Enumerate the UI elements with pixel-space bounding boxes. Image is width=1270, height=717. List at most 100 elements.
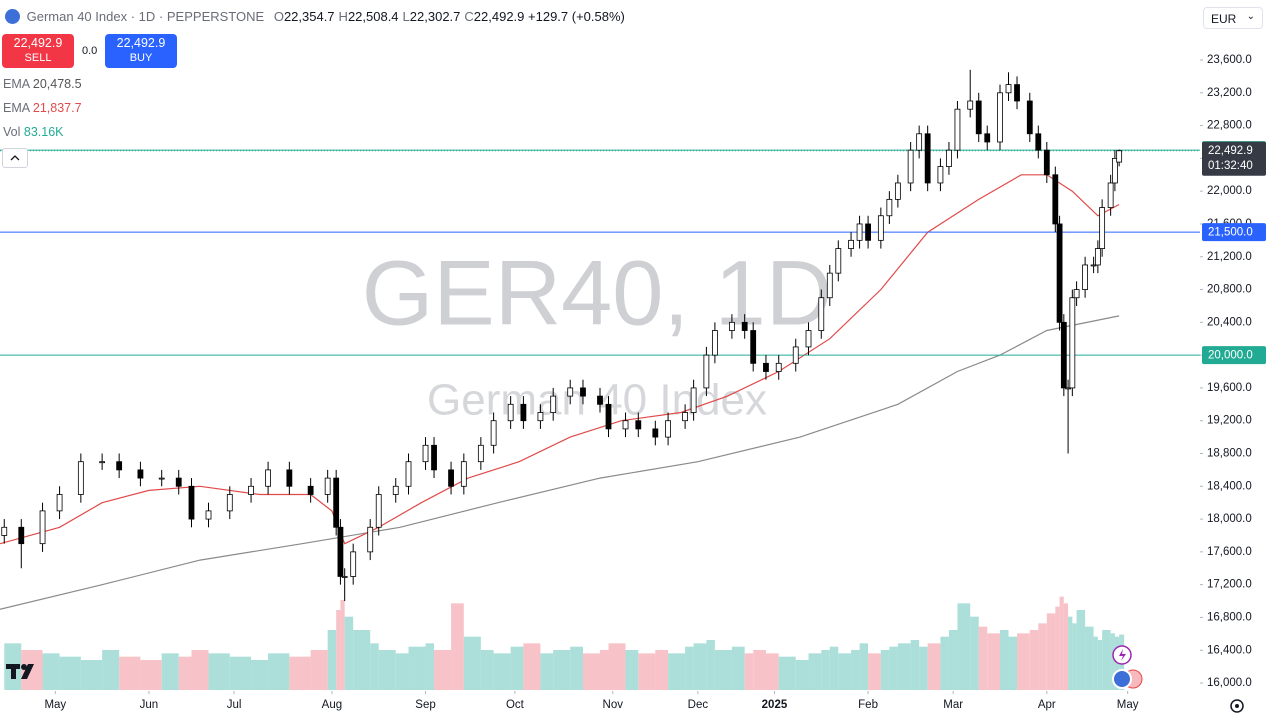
candle-body — [1090, 264, 1097, 267]
candle-body — [392, 485, 399, 495]
level-label-bg — [1202, 346, 1266, 365]
y-tick-label: 22,000.0 — [1207, 185, 1252, 197]
candle-body — [907, 149, 914, 184]
volume-bar — [1085, 626, 1094, 690]
ohlc-value: 22,302.7 — [409, 9, 461, 24]
x-tick-label: Nov — [603, 699, 624, 711]
buy-button[interactable]: 22,492.9 BUY — [105, 34, 177, 68]
candle-body — [226, 494, 233, 512]
candle-body — [792, 346, 799, 364]
candle-body — [937, 166, 944, 184]
volume-bar — [370, 643, 379, 690]
volume-bar — [795, 660, 809, 690]
candle-body — [729, 321, 735, 331]
legend-volume[interactable]: Vol 83.16K — [3, 125, 64, 139]
candle-body — [550, 395, 557, 413]
candle-body — [1065, 387, 1071, 390]
candle-body — [1035, 133, 1042, 151]
y-tick-label: 20,400.0 — [1207, 316, 1252, 328]
volume-bar — [1063, 603, 1069, 690]
volume-bar — [310, 650, 328, 690]
y-tick-label: 18,400.0 — [1207, 480, 1252, 492]
candle-body — [1116, 150, 1123, 163]
volume-bar — [463, 636, 481, 690]
volume-bar — [859, 643, 869, 690]
candle-body — [711, 330, 718, 356]
x-tick-label: Mar — [943, 699, 963, 711]
collapse-button[interactable] — [2, 148, 28, 168]
floating-icons[interactable] — [1112, 645, 1143, 689]
volume-bar — [668, 653, 686, 690]
candle-body — [886, 198, 893, 217]
ohlc-value: 22,354.7 — [283, 9, 335, 24]
ohlc-value: 22,508.4 — [347, 9, 399, 24]
candle-body — [431, 444, 437, 471]
level-label: 21,500.0 — [1208, 227, 1253, 239]
volume-bar — [868, 653, 881, 690]
candle-body — [490, 420, 497, 446]
y-tick-label: 23,200.0 — [1207, 87, 1252, 99]
candle-body — [460, 461, 467, 487]
volume-bar — [289, 656, 311, 690]
candle-body — [520, 403, 527, 422]
volume-bar — [1093, 636, 1098, 690]
x-tick-label: 2025 — [762, 699, 788, 711]
volume-layer — [4, 596, 1125, 690]
volume-bar — [42, 653, 60, 690]
volume-bar — [510, 646, 524, 690]
candle-body — [375, 494, 382, 528]
settings-icon[interactable] — [1230, 699, 1244, 713]
volume-bar — [178, 656, 192, 690]
volume-bar — [344, 616, 354, 690]
legend-ema-2[interactable]: EMA 21,837.7 — [3, 101, 82, 115]
candle-body — [477, 444, 484, 463]
buy-text: BUY — [129, 52, 153, 64]
candle-body — [77, 461, 84, 495]
volume-bar — [927, 643, 941, 690]
volume-bar — [425, 643, 435, 690]
candle-body — [805, 330, 812, 348]
volume-bar — [191, 650, 209, 690]
candle-body — [248, 485, 254, 495]
volume-bar — [889, 646, 898, 690]
candle-body — [1060, 321, 1067, 389]
volume-bar — [1068, 616, 1073, 690]
volume-bar — [59, 656, 81, 690]
volume-bar — [948, 630, 958, 690]
candle-body — [848, 239, 854, 249]
candle-body — [341, 576, 348, 578]
candle-body — [39, 510, 46, 545]
volume-bar — [638, 653, 656, 690]
candle-body — [1107, 182, 1114, 208]
change: +129.7 (+0.58%) — [528, 9, 625, 24]
candle-body — [605, 403, 612, 430]
candle-layer — [1, 69, 1123, 602]
indicator-layer — [0, 174, 1120, 610]
volume-bar — [851, 650, 860, 690]
volume-bar — [744, 653, 754, 690]
interval: 1D — [138, 9, 156, 24]
candle-body — [916, 133, 923, 151]
currency-dropdown[interactable]: EUR ⌄ — [1203, 7, 1263, 29]
candle-body — [954, 108, 961, 151]
candle-body — [865, 223, 871, 241]
sell-button[interactable]: 22,492.9 SELL — [2, 34, 74, 68]
candle-body — [856, 223, 863, 241]
last-price-label: 22,492.9 — [1208, 145, 1253, 157]
candle-body — [597, 395, 603, 405]
symbol-title: German 40 Index — [26, 9, 128, 24]
legend-name: EMA — [3, 101, 30, 115]
x-tick-label: May — [1117, 699, 1139, 711]
volume-bar — [570, 646, 583, 690]
volume-bar — [1046, 613, 1056, 690]
candle-body — [324, 477, 331, 495]
legend-value: 20,478.5 — [32, 77, 82, 91]
candle-body — [894, 182, 901, 200]
legend-ema-1[interactable]: EMA 20,478.5 — [3, 77, 82, 91]
candle-body — [1014, 84, 1020, 102]
candle-body — [1005, 84, 1012, 94]
candle-body — [333, 477, 340, 528]
chart-header: German 40 Index · 1D · PEPPERSTONE O22,3… — [5, 9, 625, 24]
x-tick-label: Jun — [140, 699, 159, 711]
